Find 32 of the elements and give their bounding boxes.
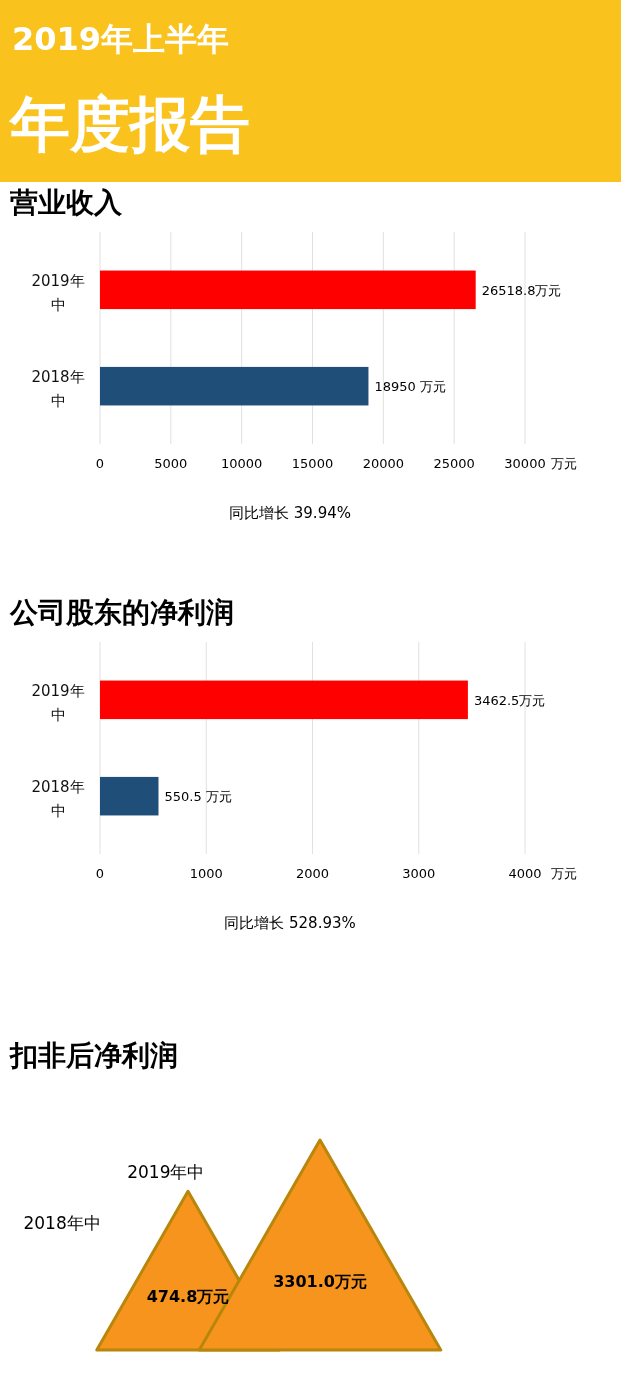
- text: 扣非后净利润: [9, 1039, 178, 1072]
- text: 同比增长 528.93%: [224, 914, 356, 932]
- x-tick-label: 3000: [402, 866, 436, 881]
- x-tick-label: 1000: [189, 866, 223, 881]
- y-tick-label: 2019年中: [31, 271, 85, 314]
- x-tick-label: 4000: [508, 866, 542, 881]
- text: 年度报告: [8, 89, 250, 159]
- y-tick-label: 2018年中: [31, 778, 85, 821]
- chart-title: 公司股东的净利润: [9, 596, 234, 629]
- data-label: 3301.0万元: [273, 1272, 367, 1291]
- data-label: 550.5 万元: [164, 789, 232, 805]
- x-axis-title: 万元: [551, 456, 577, 471]
- data-label: 18950 万元: [374, 379, 446, 395]
- x-tick-label: 25000: [433, 456, 475, 471]
- text: 2019年上半年: [12, 20, 230, 58]
- category-label: 2019年中: [127, 1162, 205, 1182]
- y-tick-label: 2018年中: [31, 368, 85, 411]
- data-label: 3462.5万元: [473, 692, 546, 708]
- data-label: 26518.8万元: [481, 282, 562, 298]
- text: 同比增长 39.94%: [229, 504, 351, 522]
- x-tick-label: 10000: [220, 456, 263, 471]
- x-tick-label: 30000: [504, 456, 546, 471]
- x-axis-title: 万元: [551, 866, 577, 881]
- x-tick-label: 15000: [291, 456, 334, 471]
- x-tick-label: 5000: [154, 456, 188, 471]
- x-tick-label: 0: [95, 456, 105, 471]
- x-tick-label: 20000: [362, 456, 405, 471]
- x-tick-label: 0: [95, 866, 105, 881]
- x-tick-label: 2000: [295, 866, 330, 881]
- data-label: 474.8万元: [146, 1287, 230, 1307]
- chart-title: 营业收入: [9, 186, 123, 219]
- y-tick-label: 2019年中: [31, 681, 85, 724]
